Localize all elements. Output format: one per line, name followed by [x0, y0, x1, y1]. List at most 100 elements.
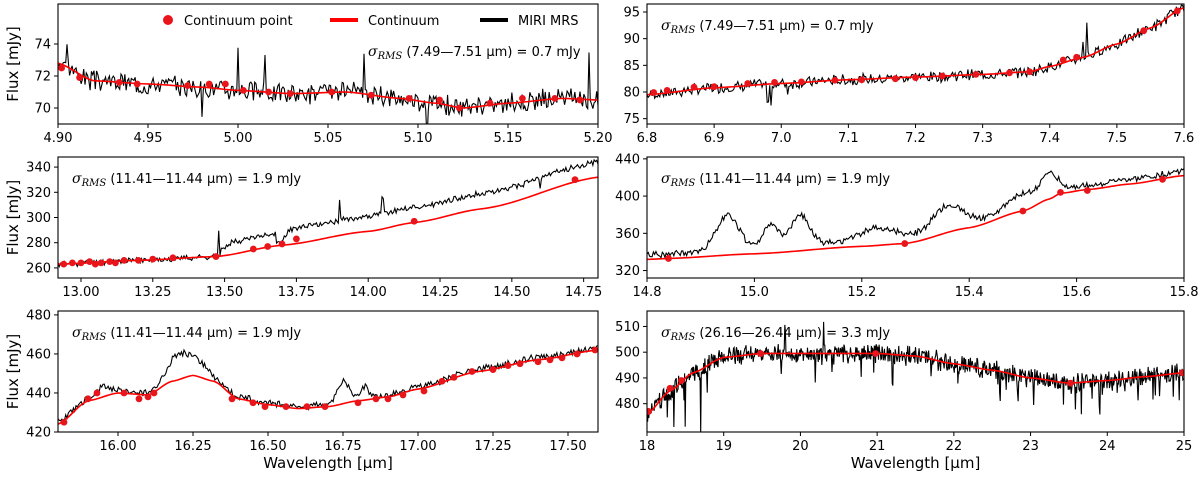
x-tick-label: 13.00	[62, 285, 99, 300]
continuum-point	[558, 354, 566, 362]
x-tick-label: 17.00	[399, 439, 436, 454]
continuum-point	[97, 259, 105, 267]
continuum-point	[261, 403, 269, 411]
continuum-point	[184, 82, 192, 89]
continuum-point	[293, 235, 300, 243]
x-tick-label: 14.00	[350, 285, 387, 300]
y-tick-label: 95	[623, 6, 640, 21]
continuum-point	[112, 259, 119, 267]
miri-mrs-spectrum	[647, 168, 1184, 259]
continuum-point	[551, 95, 559, 102]
x-tick-label: 22	[946, 439, 963, 454]
rms-annotation: σRMS (7.49—7.51 μm) = 0.7 mJy	[368, 44, 581, 62]
continuum-point	[86, 258, 93, 266]
continuum-point	[591, 346, 598, 354]
legend-label: Continuum	[368, 14, 439, 29]
continuum-point	[106, 258, 114, 266]
y-tick-label: 500	[615, 346, 640, 361]
y-tick-label: 480	[26, 308, 51, 323]
continuum-point	[1179, 369, 1184, 377]
continuum-point	[546, 356, 554, 364]
continuum-point	[757, 350, 764, 357]
panel-p5: 16.00 16.25 16.50 16.75 17.00 17.25 17.50 420 44…	[4, 308, 599, 472]
x-tick-label: 17.25	[474, 439, 511, 454]
continuum-point	[519, 95, 526, 102]
x-tick-label: 19	[715, 439, 732, 454]
y-tick-label: 440	[615, 152, 640, 167]
legend-marker-continuum-point	[163, 15, 173, 25]
continuum-point	[831, 76, 839, 84]
continuum-point	[901, 240, 909, 247]
continuum-point	[858, 76, 866, 84]
continuum-point	[797, 78, 805, 86]
x-tick-label: 16.25	[174, 439, 211, 454]
continuum-point	[438, 377, 446, 385]
x-tick-label: 13.75	[278, 285, 315, 300]
y-tick-label: 420	[26, 426, 51, 441]
x-tick-label: 13.50	[206, 285, 243, 300]
continuum-point	[115, 79, 123, 86]
continuum-point	[468, 368, 476, 375]
x-tick-label: 15.6	[1062, 285, 1091, 300]
legend-label: Continuum point	[184, 14, 293, 29]
continuum-point	[972, 71, 980, 78]
rms-annotation: σRMS (11.41—11.44 μm) = 1.9 mJy	[661, 171, 890, 189]
continuum-point	[516, 360, 524, 368]
miri-mrs-spectrum	[58, 44, 598, 124]
x-axis-label: Wavelength [μm]	[263, 454, 393, 472]
continuum-point	[60, 418, 68, 426]
continuum-point	[1159, 175, 1166, 183]
x-tick-label: 14.75	[565, 285, 602, 300]
x-tick-label: 24	[1099, 439, 1116, 454]
continuum-point	[76, 74, 83, 81]
continuum-point	[534, 358, 542, 366]
continuum-point	[1073, 53, 1080, 61]
continuum-point	[665, 255, 672, 262]
y-tick-label: 70	[34, 102, 51, 117]
y-tick-label: 460	[26, 347, 51, 362]
continuum-point	[249, 245, 257, 253]
continuum-point	[135, 395, 143, 403]
continuum-point	[872, 350, 880, 357]
continuum-point	[60, 260, 68, 268]
continuum-point	[264, 243, 272, 250]
continuum-point	[68, 259, 76, 267]
continuum-point	[354, 399, 362, 407]
x-tick-label: 18	[639, 439, 656, 454]
continuum-point	[91, 260, 99, 268]
continuum-line	[58, 62, 598, 109]
x-tick-label: 15.0	[740, 285, 769, 300]
continuum-point	[212, 253, 220, 260]
x-tick-label: 16.50	[249, 439, 286, 454]
x-tick-label: 7.0	[771, 131, 792, 146]
x-tick-label: 21	[869, 439, 886, 454]
y-tick-label: 90	[623, 32, 640, 47]
rms-annotation: σRMS (26.16—26.44 μm) = 3.3 mJy	[661, 325, 890, 343]
continuum-point	[571, 176, 579, 184]
continuum-point	[576, 96, 584, 104]
x-tick-label: 5.00	[224, 131, 253, 146]
continuum-point	[278, 240, 286, 248]
x-tick-label: 16.00	[99, 439, 136, 454]
continuum-point	[1059, 56, 1067, 64]
continuum-line	[58, 349, 598, 425]
continuum-point	[573, 350, 581, 358]
y-tick-label: 280	[26, 236, 51, 251]
continuum-point	[120, 389, 128, 397]
y-tick-label: 320	[615, 264, 640, 279]
continuum-point	[84, 395, 92, 403]
continuum-point	[228, 395, 236, 403]
continuum-point	[489, 366, 497, 373]
rms-annotation: σRMS (11.41—11.44 μm) = 1.9 mJy	[72, 171, 301, 189]
x-tick-label: 5.15	[494, 131, 523, 146]
x-tick-label: 23	[1022, 439, 1039, 454]
y-tick-label: 490	[615, 371, 640, 386]
continuum-line	[58, 176, 598, 265]
continuum-point	[282, 403, 290, 411]
y-tick-label: 74	[34, 38, 51, 53]
continuum-point	[1140, 27, 1148, 35]
x-tick-label: 6.8	[637, 131, 658, 146]
continuum-point	[678, 377, 685, 384]
y-tick-label: 80	[623, 86, 640, 101]
x-tick-label: 16.75	[324, 439, 361, 454]
